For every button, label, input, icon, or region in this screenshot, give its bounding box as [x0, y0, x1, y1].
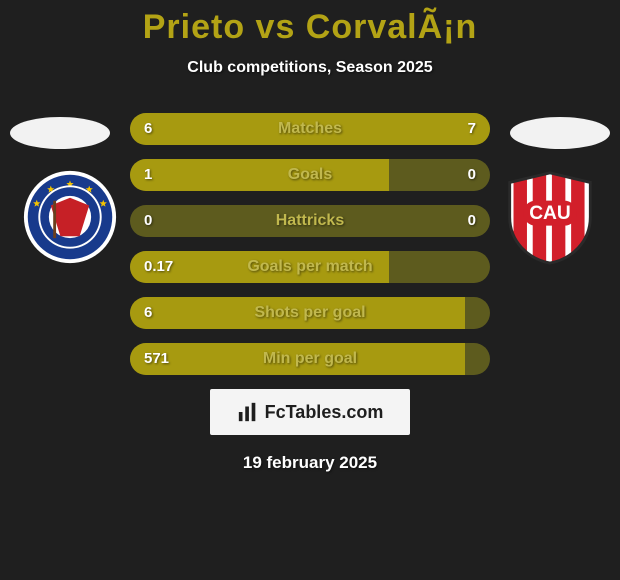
bar-chart-icon [237, 401, 259, 423]
value-left: 0 [144, 205, 152, 237]
brand-box: FcTables.com [210, 389, 410, 435]
stat-label: Min per goal [130, 343, 490, 375]
stat-row: Shots per goal6 [130, 297, 490, 329]
stat-label: Goals [130, 159, 490, 191]
stat-label: Hattricks [130, 205, 490, 237]
value-left: 1 [144, 159, 152, 191]
value-left: 571 [144, 343, 169, 375]
value-right: 0 [468, 205, 476, 237]
value-right: 7 [468, 113, 476, 145]
value-left: 6 [144, 113, 152, 145]
stats-area: CAU Matches67Goals10Hattricks00Goals per… [0, 113, 620, 375]
player-right-silhouette [510, 117, 610, 149]
subtitle: Club competitions, Season 2025 [0, 59, 620, 77]
comparison-infographic: Prieto vs CorvalÃ¡n Club competitions, S… [0, 0, 620, 580]
stat-row: Min per goal571 [130, 343, 490, 375]
stat-row: Hattricks0 0 [130, 205, 490, 237]
argentinos-juniors-icon [22, 169, 118, 265]
stat-row: Matches6 7 [130, 113, 490, 145]
club-badge-left [22, 169, 118, 265]
svg-text:CAU: CAU [529, 203, 571, 224]
union-santa-fe-icon: CAU [502, 169, 598, 265]
stat-row: Goals per match0.17 [130, 251, 490, 283]
brand-label: FcTables.com [265, 402, 384, 423]
club-badge-right: CAU [502, 169, 598, 265]
page-title: Prieto vs CorvalÃ¡n [0, 8, 620, 47]
stat-label: Goals per match [130, 251, 490, 283]
value-left: 6 [144, 297, 152, 329]
value-right: 0 [468, 159, 476, 191]
player-left-silhouette [10, 117, 110, 149]
stat-label: Shots per goal [130, 297, 490, 329]
stat-row: Goals1 0 [130, 159, 490, 191]
stat-label: Matches [130, 113, 490, 145]
date-label: 19 february 2025 [0, 453, 620, 473]
value-left: 0.17 [144, 251, 173, 283]
